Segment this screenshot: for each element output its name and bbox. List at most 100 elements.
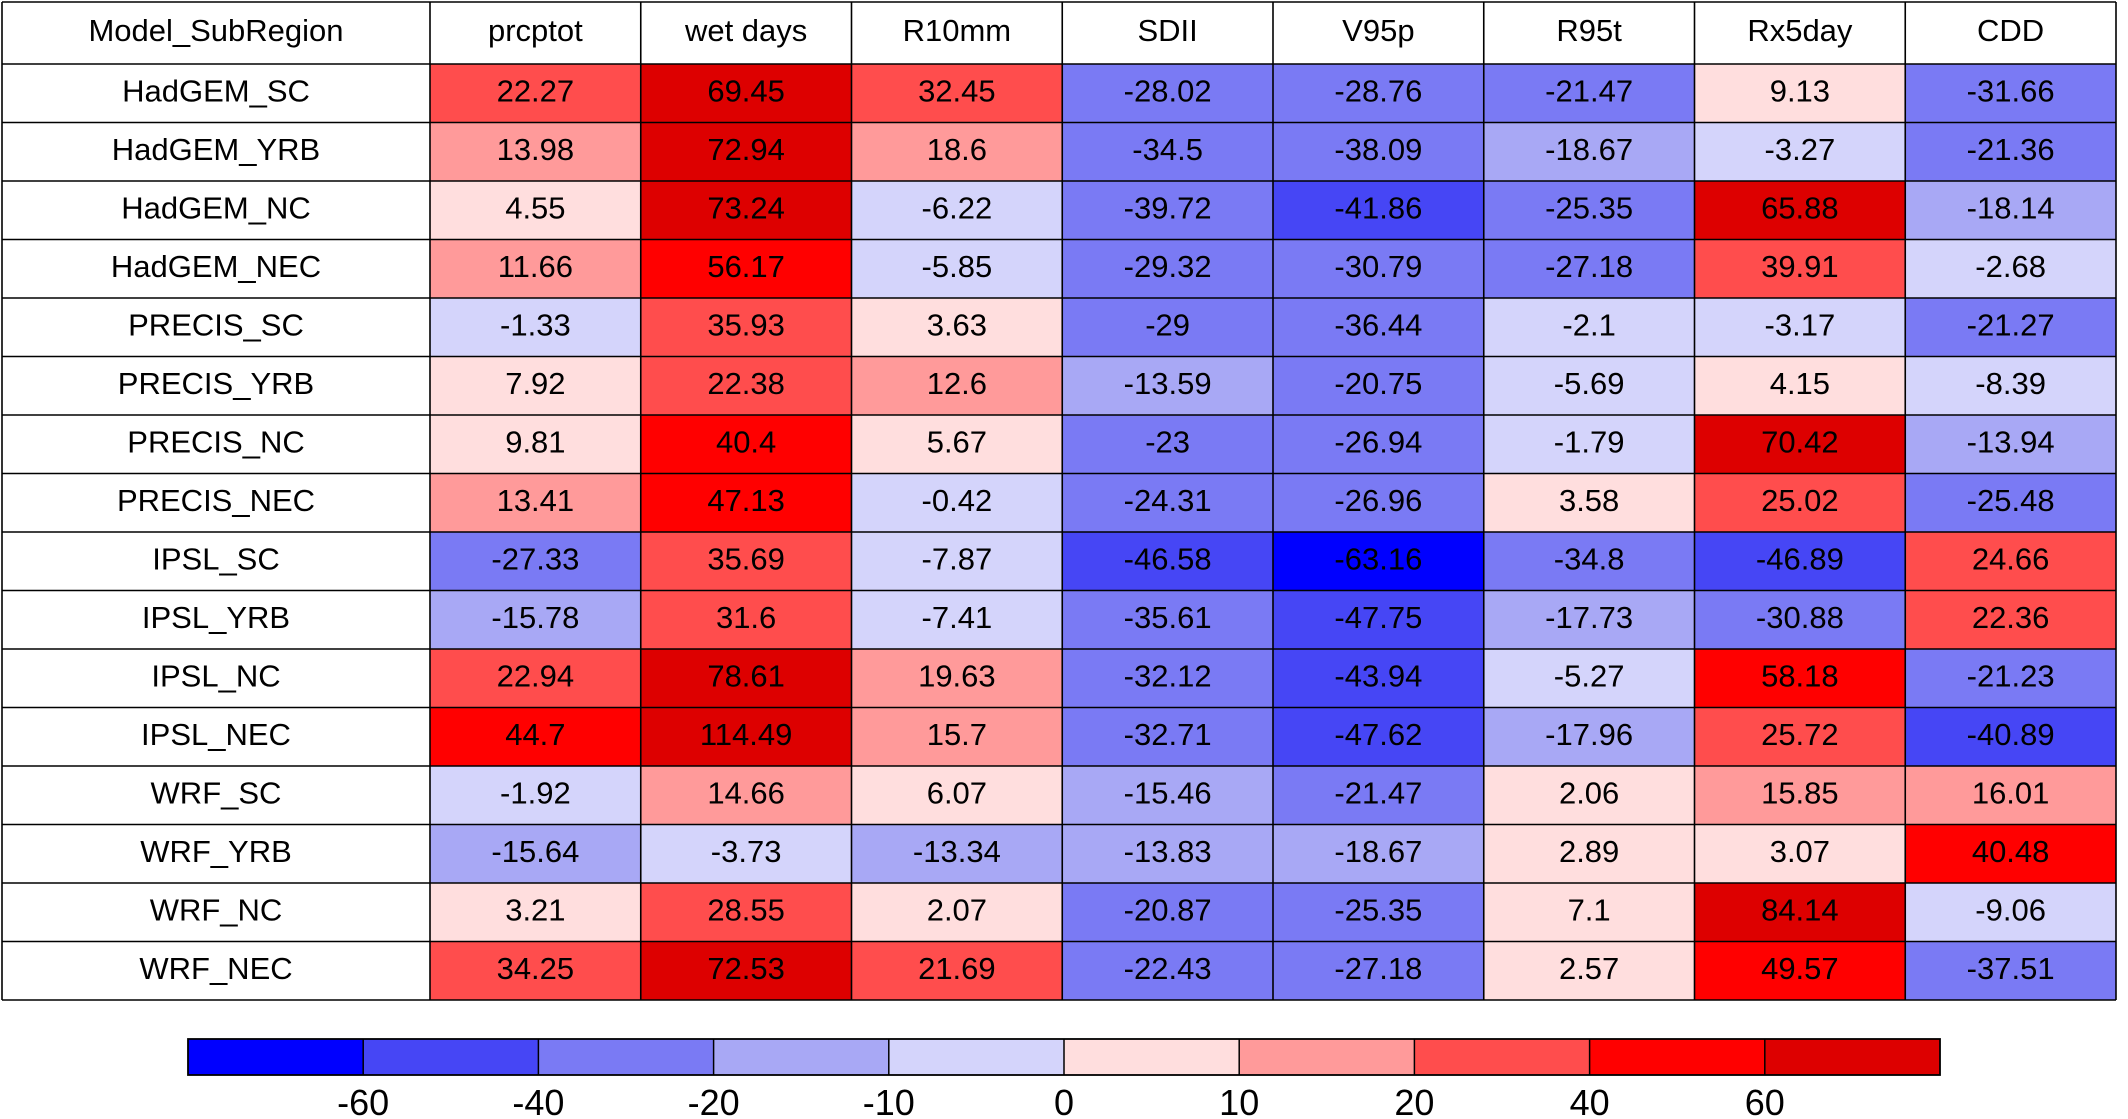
row-label: IPSL_YRB — [142, 600, 290, 635]
column-header-label: CDD — [1977, 13, 2044, 48]
heatmap-cell — [640, 532, 852, 591]
heatmap-cell — [851, 941, 1063, 1000]
colorbar-tick-label: 40 — [1570, 1082, 1610, 1119]
colorbar-frame — [187, 1038, 1941, 1076]
colorbar-tick-label: -60 — [337, 1082, 389, 1119]
heatmap-cell — [851, 122, 1063, 181]
cell-value: -36.44 — [1334, 307, 1422, 342]
colorbar-segment — [1064, 1039, 1240, 1075]
cell-value: 13.41 — [497, 483, 575, 518]
heatmap-cell — [1905, 824, 2116, 883]
column-header-label: wet days — [684, 13, 807, 48]
cell-value: -13.83 — [1124, 834, 1212, 869]
cell-value: -34.8 — [1554, 541, 1625, 576]
cell-value: 28.55 — [707, 892, 785, 927]
cell-value: -18.67 — [1334, 834, 1422, 869]
cell-value: 15.7 — [927, 717, 987, 752]
heatmap-cell — [1905, 883, 2116, 942]
heatmap-cell — [1273, 298, 1484, 357]
column-header-cell — [430, 2, 641, 64]
cell-value: -35.61 — [1124, 600, 1212, 635]
heatmap-cell — [640, 766, 852, 825]
heatmap-cell — [430, 181, 641, 240]
heatmap-cell — [1062, 473, 1273, 532]
cell-value: -30.79 — [1334, 249, 1422, 284]
row-label-cell — [2, 532, 430, 591]
heatmap-cell — [1905, 532, 2116, 591]
cell-value: -1.92 — [500, 775, 571, 810]
cell-value: -47.62 — [1334, 717, 1422, 752]
heatmap-table: Model_SubRegion prcptot wet days R10mm SDII V… — [1, 1, 2117, 1001]
heatmap-cell — [640, 707, 852, 766]
heatmap-cell — [1483, 473, 1695, 532]
column-header-label: SDII — [1137, 13, 1197, 48]
heatmap-cell — [1483, 941, 1695, 1000]
colorbar-segment — [888, 1039, 1064, 1075]
heatmap-cell — [1273, 239, 1484, 298]
column-header-label: V95p — [1342, 13, 1414, 48]
cell-value: 4.15 — [1770, 366, 1830, 401]
cell-value: -28.76 — [1334, 73, 1422, 108]
heatmap-cell — [1273, 473, 1484, 532]
cell-value: -15.46 — [1124, 775, 1212, 810]
heatmap-cell — [1905, 64, 2116, 123]
heatmap-cell — [1694, 181, 1906, 240]
cell-value: -32.12 — [1124, 658, 1212, 693]
row-label-cell — [2, 356, 430, 415]
heatmap-cell — [1273, 590, 1484, 649]
heatmap-cell — [1062, 181, 1273, 240]
cell-value: 56.17 — [707, 249, 785, 284]
cell-value: -21.47 — [1334, 775, 1422, 810]
heatmap-cell — [430, 473, 641, 532]
cell-value: -37.51 — [1967, 951, 2055, 986]
heatmap-cell — [1273, 649, 1484, 708]
cell-value: 44.7 — [505, 717, 565, 752]
cell-value: 22.38 — [707, 366, 785, 401]
cell-value: 72.53 — [707, 951, 785, 986]
column-header-cell — [1905, 2, 2116, 64]
column-header-label: Rx5day — [1747, 13, 1853, 48]
cell-value: -17.96 — [1545, 717, 1633, 752]
heatmap-cell — [1483, 122, 1695, 181]
heatmap-cell — [1062, 824, 1273, 883]
cell-value: 31.6 — [716, 600, 776, 635]
row-label-cell — [2, 766, 430, 825]
cell-value: 22.36 — [1972, 600, 2050, 635]
heatmap-cell — [430, 415, 641, 474]
heatmap-cell — [430, 356, 641, 415]
heatmap-cell — [1062, 766, 1273, 825]
cell-value: -13.59 — [1124, 366, 1212, 401]
heatmap-cell — [640, 883, 852, 942]
heatmap-cell — [1694, 298, 1906, 357]
cell-value: 39.91 — [1761, 249, 1839, 284]
cell-value: -27.18 — [1334, 951, 1422, 986]
heatmap-cell — [1694, 64, 1906, 123]
cell-value: 34.25 — [497, 951, 575, 986]
heatmap-cell — [1905, 415, 2116, 474]
row-label-cell — [2, 239, 430, 298]
cell-value: -5.85 — [922, 249, 993, 284]
heatmap-cell — [430, 298, 641, 357]
row-label: WRF_NC — [150, 892, 283, 927]
cell-value: -17.73 — [1545, 600, 1633, 635]
heatmap-cell — [1273, 824, 1484, 883]
cell-value: -20.75 — [1334, 366, 1422, 401]
heatmap-cell — [1694, 122, 1906, 181]
cell-value: 2.57 — [1559, 951, 1619, 986]
heatmap-cell — [851, 239, 1063, 298]
cell-value: -24.31 — [1124, 483, 1212, 518]
cell-value: -9.06 — [1975, 892, 2046, 927]
cell-value: 70.42 — [1761, 424, 1839, 459]
row-label-cell — [2, 707, 430, 766]
row-label: PRECIS_SC — [128, 307, 304, 342]
heatmap-cell — [1273, 122, 1484, 181]
cell-value: -7.41 — [922, 600, 993, 635]
cell-value: -3.27 — [1765, 132, 1836, 167]
heatmap-cell — [430, 883, 641, 942]
heatmap-cell — [1483, 824, 1695, 883]
heatmap-cell — [1483, 298, 1695, 357]
heatmap-cell — [1062, 356, 1273, 415]
heatmap-cell — [1483, 415, 1695, 474]
cell-value: -26.94 — [1334, 424, 1422, 459]
